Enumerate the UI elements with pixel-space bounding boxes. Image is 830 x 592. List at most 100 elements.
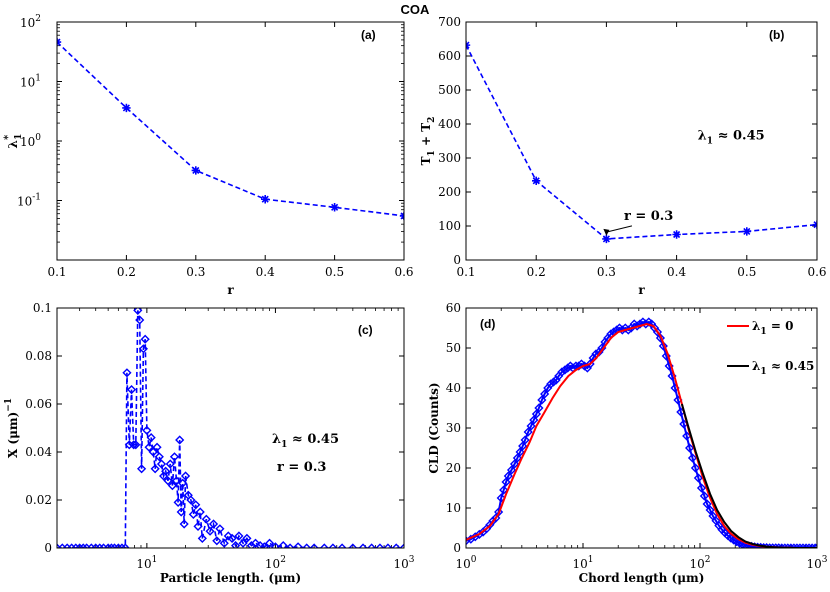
axes-box (465, 307, 818, 549)
legend-entry: λ1 ≈ 0.45 (752, 359, 814, 377)
data-point (195, 507, 205, 517)
data-point (617, 325, 627, 335)
x-tick-label: 0.6 (394, 265, 413, 279)
axes-box (465, 21, 818, 261)
data-point (337, 543, 347, 548)
data-point (690, 463, 701, 473)
data-point (106, 543, 117, 548)
data-point (789, 543, 799, 548)
data-point (496, 493, 506, 503)
x-tick-label: 0.3 (186, 265, 205, 279)
legend-entry: λ1 = 0 (752, 319, 793, 337)
series-d-0 (466, 317, 817, 548)
data-point (520, 435, 530, 445)
series-b-0 (466, 40, 817, 244)
data-point (215, 524, 225, 534)
y-tick-label: 0 (44, 541, 52, 555)
data-point (156, 459, 167, 469)
data-point (531, 409, 542, 419)
annotation: λ1 ≈ 0.45 (698, 128, 765, 146)
data-point (259, 542, 269, 548)
data-point (509, 459, 520, 469)
data-point (537, 395, 547, 405)
data-point (602, 234, 611, 244)
data-point (548, 377, 559, 387)
data-point (163, 476, 173, 486)
panel-label: (d) (480, 317, 495, 331)
data-point (212, 536, 222, 546)
data-point (358, 543, 368, 548)
data-point (375, 543, 385, 548)
data-point (103, 543, 113, 548)
x-tick-label: 0.3 (597, 265, 616, 279)
x-tick-label: 100 (455, 555, 476, 571)
x-tick-label: 102 (265, 555, 286, 571)
data-point (171, 476, 182, 486)
data-point (348, 543, 358, 548)
x-axis-label: r (227, 283, 234, 297)
data-point (179, 519, 189, 529)
data-point (309, 543, 319, 548)
data-point (193, 521, 203, 531)
y-tick-label: 500 (438, 83, 461, 97)
data-point (328, 543, 338, 548)
data-point (180, 471, 191, 481)
data-point (699, 491, 709, 501)
data-point (655, 333, 666, 343)
annotation: r = 0.3 (624, 209, 673, 224)
x-tick-label: 0.5 (325, 265, 344, 279)
data-point (186, 495, 196, 505)
data-point (175, 435, 185, 445)
data-point (188, 509, 198, 519)
data-point (231, 541, 241, 548)
data-point (154, 452, 164, 462)
data-point (798, 543, 808, 548)
x-axis-label: Particle length. (μm) (160, 571, 301, 585)
series-line (466, 320, 817, 548)
data-point (795, 543, 805, 548)
y-tick-label: 0.04 (25, 445, 52, 459)
data-point (167, 481, 177, 491)
data-point (278, 541, 288, 548)
data-point (137, 464, 147, 474)
data-point (491, 513, 501, 523)
data-point (501, 477, 511, 487)
data-point (383, 543, 393, 548)
data-point (792, 543, 802, 548)
data-point (120, 543, 130, 548)
x-tick-label: 0.4 (256, 265, 275, 279)
data-point (75, 543, 85, 548)
panel-label: (b) (769, 28, 784, 42)
data-point (138, 344, 148, 354)
y-tick-label: 102 (20, 14, 41, 30)
data-point (165, 459, 175, 469)
data-point (702, 499, 712, 509)
panel-d: 100 101 102 103 0 10 20 30 40 50 60 Chord length (μ… (427, 301, 828, 585)
data-point (285, 543, 295, 548)
data-point (242, 533, 252, 543)
data-point (515, 447, 525, 457)
data-point (129, 440, 139, 450)
x-tick-label: 0.5 (737, 265, 756, 279)
data-point (705, 505, 715, 515)
data-point (518, 441, 528, 451)
y-tick-label: 700 (438, 15, 461, 29)
data-point (546, 379, 556, 389)
data-point (742, 227, 751, 236)
data-point (786, 543, 796, 548)
data-point (560, 365, 570, 375)
data-point (122, 103, 131, 113)
data-point (208, 519, 219, 529)
data-point (512, 453, 522, 463)
y-tick-label: 10 (446, 501, 461, 515)
data-point (652, 327, 663, 337)
data-point (122, 368, 132, 378)
data-point (399, 543, 404, 548)
panel-a: 0.1 0.2 0.3 0.4 0.5 0.6 10-1 100 101 102 r λ*1 (a) (3, 14, 414, 297)
y-tick-label: 10-1 (17, 193, 41, 209)
panel-c: 101 102 103 0 0.02 0.04 0.06 0.08 0.1 Particle le… (4, 301, 415, 585)
data-point (632, 321, 642, 331)
data-point (238, 538, 248, 548)
y-tick-label: 0.02 (25, 493, 52, 507)
data-point (367, 543, 377, 548)
